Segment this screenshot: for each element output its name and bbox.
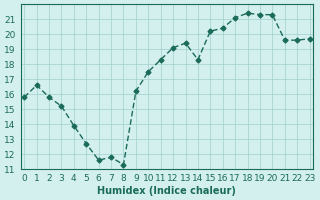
X-axis label: Humidex (Indice chaleur): Humidex (Indice chaleur) bbox=[98, 186, 236, 196]
